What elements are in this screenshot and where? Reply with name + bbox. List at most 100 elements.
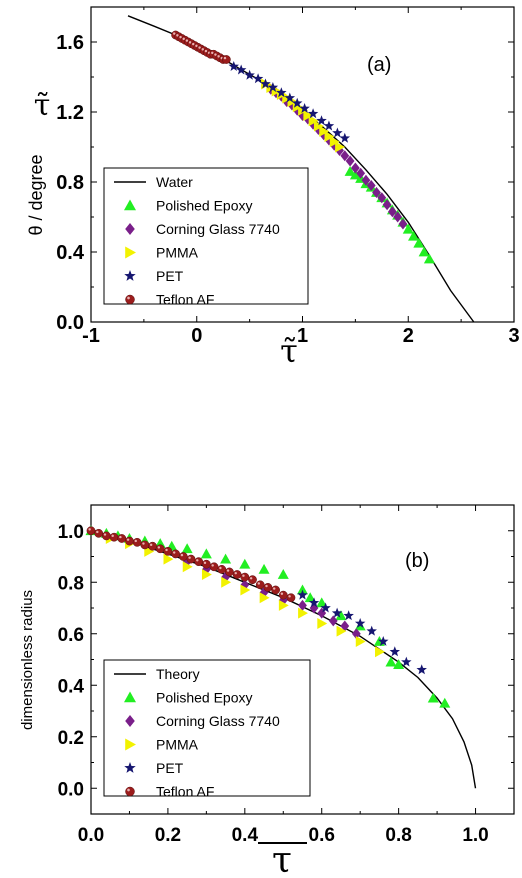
data-point <box>377 192 387 204</box>
legend-item: Teflon AF <box>125 292 214 308</box>
data-point <box>276 87 287 98</box>
data-point <box>418 246 430 257</box>
data-point <box>316 597 328 608</box>
data-point <box>366 625 377 636</box>
legend-label: Polished Epoxy <box>156 690 253 706</box>
legend-swatch <box>125 294 135 305</box>
data-point <box>278 599 289 611</box>
data-point <box>297 584 308 595</box>
data-point <box>320 602 331 613</box>
series-pmma <box>105 532 385 658</box>
data-point <box>248 575 257 585</box>
legend-label: Corning Glass 7740 <box>156 221 280 237</box>
data-point <box>117 534 127 543</box>
data-point <box>393 211 403 223</box>
legend-swatch <box>125 246 136 259</box>
x-tick-label: 1 <box>297 325 308 347</box>
legend-item: Teflon AF <box>125 784 214 800</box>
data-point <box>316 115 327 126</box>
data-point <box>286 593 296 603</box>
legend-item: PET <box>124 268 184 284</box>
data-point <box>298 599 307 611</box>
data-point <box>335 610 347 621</box>
series-pet <box>297 589 427 675</box>
y-tick-label: 0.6 <box>58 625 84 646</box>
legend-swatch <box>125 738 136 751</box>
data-point <box>366 180 376 191</box>
data-point <box>244 69 255 80</box>
legend-label: Theory <box>156 666 200 682</box>
series-pet <box>228 61 351 143</box>
data-point <box>278 590 288 600</box>
data-point <box>408 230 420 241</box>
x-tick-label: 0.0 <box>78 825 104 846</box>
data-point <box>267 82 279 92</box>
series-teflon-af <box>86 526 296 603</box>
data-point <box>345 155 355 167</box>
data-point <box>178 552 188 561</box>
data-point <box>271 585 280 595</box>
data-point <box>339 132 351 143</box>
x-tick-label: 0 <box>191 325 202 347</box>
data-point <box>401 656 412 667</box>
data-point <box>259 592 270 604</box>
legend-swatch <box>125 786 135 797</box>
data-point <box>200 548 212 559</box>
legend-swatch <box>124 199 136 211</box>
data-point <box>385 656 397 667</box>
panel-label: (a) <box>367 54 391 76</box>
data-point <box>298 110 307 121</box>
chart-panel-b: 0.0 0.2 0.4 0.6 0.8 1.0 0.0 0.2 0.4 0.6 0.8 1.0 (b) T… <box>19 504 515 878</box>
data-point <box>323 120 335 131</box>
legend-item: PMMA <box>125 737 199 753</box>
data-point <box>313 120 324 132</box>
data-point <box>324 131 335 142</box>
chart-panel-a: -1 0 1 2 3 0.0 0.4 0.8 1.2 1.6 (a) Water Polished Ep… <box>26 6 520 370</box>
data-point <box>297 589 308 600</box>
legend-label: Teflon AF <box>156 292 214 308</box>
data-point <box>155 544 165 554</box>
y-axis-tau-label: τ̃ <box>34 88 51 123</box>
data-point <box>140 540 150 550</box>
data-point <box>335 141 346 153</box>
y-tick-label: 0.4 <box>58 676 85 697</box>
data-point <box>354 617 366 628</box>
x-tick-label: 0.8 <box>385 825 411 846</box>
data-point <box>389 646 401 657</box>
data-point <box>393 659 405 670</box>
data-point <box>398 218 408 230</box>
series-corning-glass-7740 <box>182 556 361 640</box>
legend-box <box>103 659 311 797</box>
x-tick-label: 3 <box>508 325 519 347</box>
legend-label: Corning Glass 7740 <box>156 713 280 729</box>
data-point <box>382 199 392 211</box>
legend-box <box>103 167 309 305</box>
data-point <box>94 528 104 538</box>
legend-swatch <box>124 691 136 703</box>
data-point <box>86 526 96 536</box>
data-point <box>109 532 119 542</box>
legend-item: Theory <box>114 666 200 682</box>
x-tick-label: 0.4 <box>232 825 259 846</box>
data-point <box>220 553 232 564</box>
x-axis-title: τ̃ <box>280 332 298 370</box>
data-point <box>427 692 439 703</box>
data-point <box>344 166 356 176</box>
data-point <box>329 136 340 148</box>
data-point <box>277 569 289 579</box>
data-point <box>343 610 354 621</box>
data-point <box>252 73 264 84</box>
legend-item: PET <box>124 760 184 776</box>
data-point <box>163 546 173 556</box>
data-point <box>239 558 251 569</box>
data-point <box>228 61 239 71</box>
legend-label: Polished Epoxy <box>156 198 253 214</box>
data-point <box>439 697 451 708</box>
data-point <box>372 187 381 198</box>
y-tick-label: 0.2 <box>58 728 84 749</box>
data-point <box>387 206 397 218</box>
y-tick-label: 0.8 <box>56 172 84 194</box>
data-point <box>307 108 319 119</box>
data-point <box>331 607 343 618</box>
data-point <box>328 615 338 627</box>
